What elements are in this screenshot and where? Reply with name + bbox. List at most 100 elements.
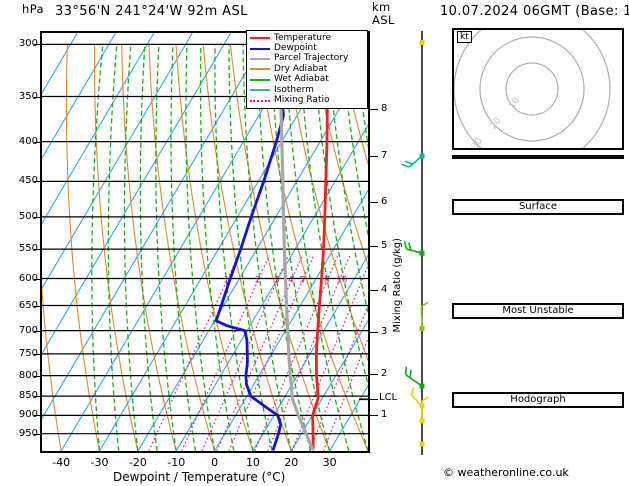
height-tick (370, 108, 378, 110)
pressure-tick-label: 900 (18, 409, 38, 421)
dry-adiabat-line (65, 44, 101, 451)
pressure-tick (34, 415, 41, 417)
mixing-ratio-label: 2 (255, 276, 261, 286)
mixing-ratio-label: 1 (224, 276, 230, 286)
pressure-tick-label: 350 (18, 90, 38, 102)
pressure-tick-label: 950 (18, 427, 38, 439)
pressure-tick-label: 700 (18, 324, 38, 336)
wind-barb (401, 153, 425, 168)
temperature-tick-label: -30 (90, 456, 109, 469)
isotherm-line (175, 124, 368, 451)
wind-barb (404, 366, 425, 389)
height-tick-label: 5 (381, 240, 388, 252)
hodograph-ring (479, 36, 585, 142)
height-tick (370, 201, 378, 203)
wet-adiabat-line (298, 44, 368, 451)
legend-item-dewpoint: Dewpoint (250, 43, 364, 53)
wind-barb (403, 241, 425, 256)
isotherm-line (42, 33, 117, 160)
height-tick (370, 246, 378, 248)
temperature-tick-label: -20 (128, 456, 147, 469)
pressure-tick-label: 400 (18, 135, 38, 147)
legend-swatch (250, 47, 270, 50)
hodograph-ring-label: 10 (508, 96, 523, 111)
height-tick-label: 4 (381, 283, 388, 295)
wind-barb (419, 441, 425, 447)
height-tick-label: 8 (381, 102, 388, 114)
legend-item-dry-adiabat: Dry Adiabat (250, 64, 364, 74)
mixing-ratio-label: 4 (288, 276, 294, 286)
hodograph-ring (454, 30, 611, 148)
isotherm-line (42, 33, 193, 290)
sounding-datetime: 10.07.2024 06GMT (Base: 18) (440, 4, 629, 19)
height-tick-label: 6 (381, 195, 388, 207)
height-unit-label-2: ASL (372, 13, 395, 27)
legend-label: Parcel Trajectory (274, 53, 349, 64)
wet-adiabat-line (155, 44, 177, 451)
temperature-tick-label: 20 (284, 456, 299, 469)
pressure-tick-label: 550 (18, 243, 38, 255)
height-tick (370, 156, 378, 158)
dry-adiabat-line (93, 44, 139, 451)
pressure-tick-label: 600 (18, 272, 38, 284)
height-tick (370, 331, 378, 333)
pressure-tick (34, 216, 41, 218)
mixing-ratio-label: 3 (274, 276, 280, 286)
hodograph-plot[interactable]: 10 20 30 kt (452, 28, 624, 150)
profile-parcel-trajectory (278, 44, 315, 451)
pressure-tick (34, 353, 41, 355)
isotherm-line (290, 319, 368, 451)
hodograph-stats-panel: Hodograph (452, 392, 624, 408)
wet-adiabat-line (107, 44, 120, 451)
height-tick (370, 289, 378, 291)
hodograph-ring (505, 62, 559, 116)
wind-barb (419, 396, 430, 424)
height-unit-label-1: km (372, 0, 391, 14)
legend-swatch (250, 89, 270, 92)
surface-panel: Surface (452, 199, 624, 215)
pressure-tick-label: 500 (18, 210, 38, 222)
hodograph-ring-label: 20 (489, 116, 504, 131)
pressure-tick-label: 850 (18, 390, 38, 402)
hodograph-svg: 10 20 30 (454, 30, 611, 148)
copyright-footer: © weatheronline.co.uk (443, 466, 569, 479)
legend-item-mixing-ratio: Mixing Ratio (250, 95, 364, 105)
height-tick-label: 3 (381, 325, 388, 337)
pressure-tick (34, 96, 41, 98)
height-tick-label: 1 (381, 408, 388, 420)
isotherm-line (252, 254, 368, 451)
pressure-tick-label: 300 (18, 38, 38, 50)
legend-item-wet-adiabat: Wet Adiabat (250, 75, 364, 85)
mixing-ratio-line (181, 254, 270, 451)
legend-item-temperature: Temperature (250, 33, 364, 43)
temperature-tick-label: 0 (211, 456, 219, 469)
pressure-tick (34, 181, 41, 183)
temperature-tick-label: 30 (322, 456, 337, 469)
pressure-tick-label: 650 (18, 299, 38, 311)
pressure-tick (34, 44, 41, 46)
pressure-tick-label: 800 (18, 369, 38, 381)
pressure-tick (34, 305, 41, 307)
dry-adiabat-line (148, 44, 216, 451)
pressure-tick-label: 750 (18, 347, 38, 359)
pressure-unit-label: hPa (22, 2, 44, 16)
mixing-ratio-label: 5 (299, 276, 305, 286)
wind-barb-column (401, 31, 430, 455)
legend-swatch (250, 78, 270, 81)
wind-barb (419, 301, 429, 332)
mixing-ratio-line (201, 254, 289, 451)
skewt-svg: 1 2 3 4 5 8 10 (42, 33, 368, 451)
mixing-ratio-label: 10 (336, 276, 348, 286)
legend-label: Mixing Ratio (274, 95, 330, 106)
profile-temperature (311, 44, 329, 451)
legend-swatch (250, 37, 270, 40)
lcl-axis-tick (370, 399, 378, 401)
pressure-tick (34, 249, 41, 251)
chart-legend: Temperature Dewpoint Parcel Trajectory Dry … (246, 30, 368, 109)
legend-swatch (250, 57, 270, 60)
height-tick-label: 7 (381, 150, 388, 162)
height-tick (370, 414, 378, 416)
wet-adiabat-line (199, 44, 235, 451)
isotherm-line (42, 33, 270, 420)
wet-adiabat-line (284, 44, 350, 451)
